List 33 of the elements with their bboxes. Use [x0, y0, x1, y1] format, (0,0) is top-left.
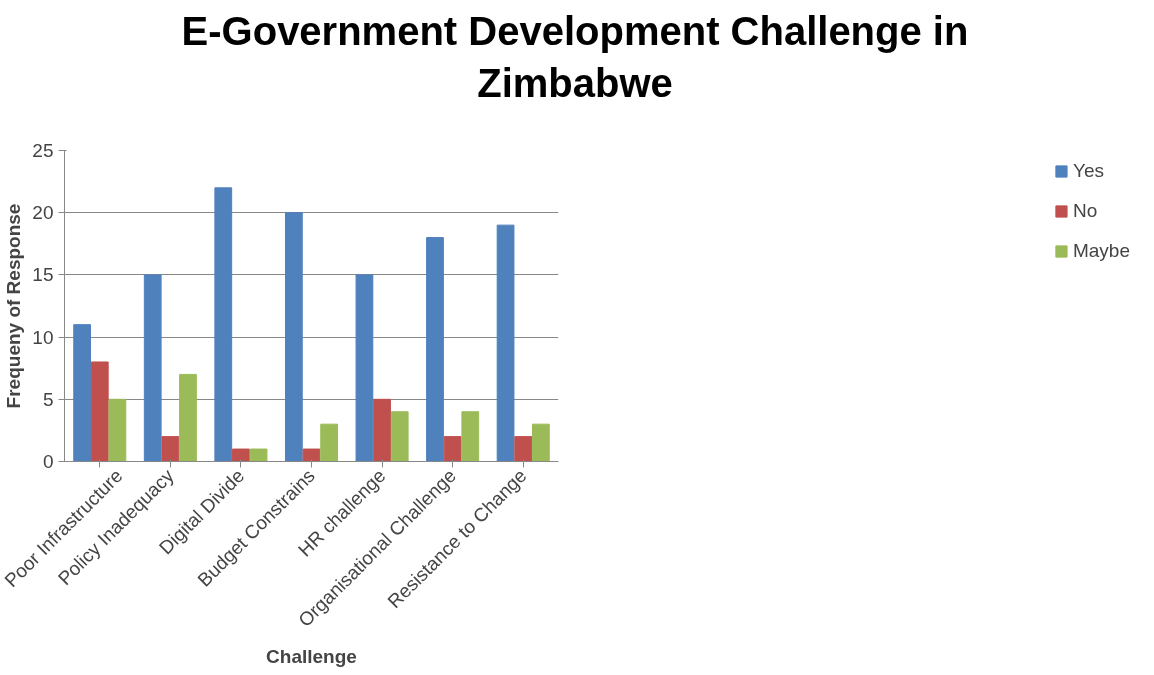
bar	[284, 212, 303, 462]
bar	[108, 398, 127, 462]
x-axis-title: Challenge	[266, 646, 357, 668]
bar	[426, 237, 444, 462]
y-tick-label: 20	[32, 202, 54, 224]
bar	[161, 436, 180, 462]
bar	[514, 436, 533, 462]
legend-label: Maybe	[1072, 240, 1130, 262]
y-axis-title: Frequeny of Response	[3, 203, 25, 409]
legend-label: Yes	[1072, 160, 1104, 182]
bar	[73, 324, 92, 462]
bar	[320, 423, 339, 462]
bar	[496, 224, 515, 462]
bar	[143, 274, 162, 462]
bar	[443, 436, 462, 462]
bar	[373, 398, 391, 462]
bar	[461, 411, 480, 462]
y-tick-label: 5	[42, 388, 54, 410]
chart-title: E-Government Development Challenge in Zimbabwe	[180, 8, 970, 107]
bar	[179, 373, 197, 462]
y-tick-label: 15	[32, 264, 54, 286]
bar	[214, 187, 233, 462]
bar	[232, 448, 250, 462]
legend-label: No	[1072, 200, 1098, 222]
bar	[302, 448, 321, 462]
y-tick-label: 0	[42, 451, 54, 472]
y-tick-label: 10	[32, 326, 54, 348]
bar	[90, 361, 109, 462]
bar	[249, 448, 268, 462]
y-tick-label: 25	[32, 140, 54, 161]
bar	[390, 411, 409, 462]
bar	[531, 423, 550, 462]
bar	[355, 274, 374, 462]
